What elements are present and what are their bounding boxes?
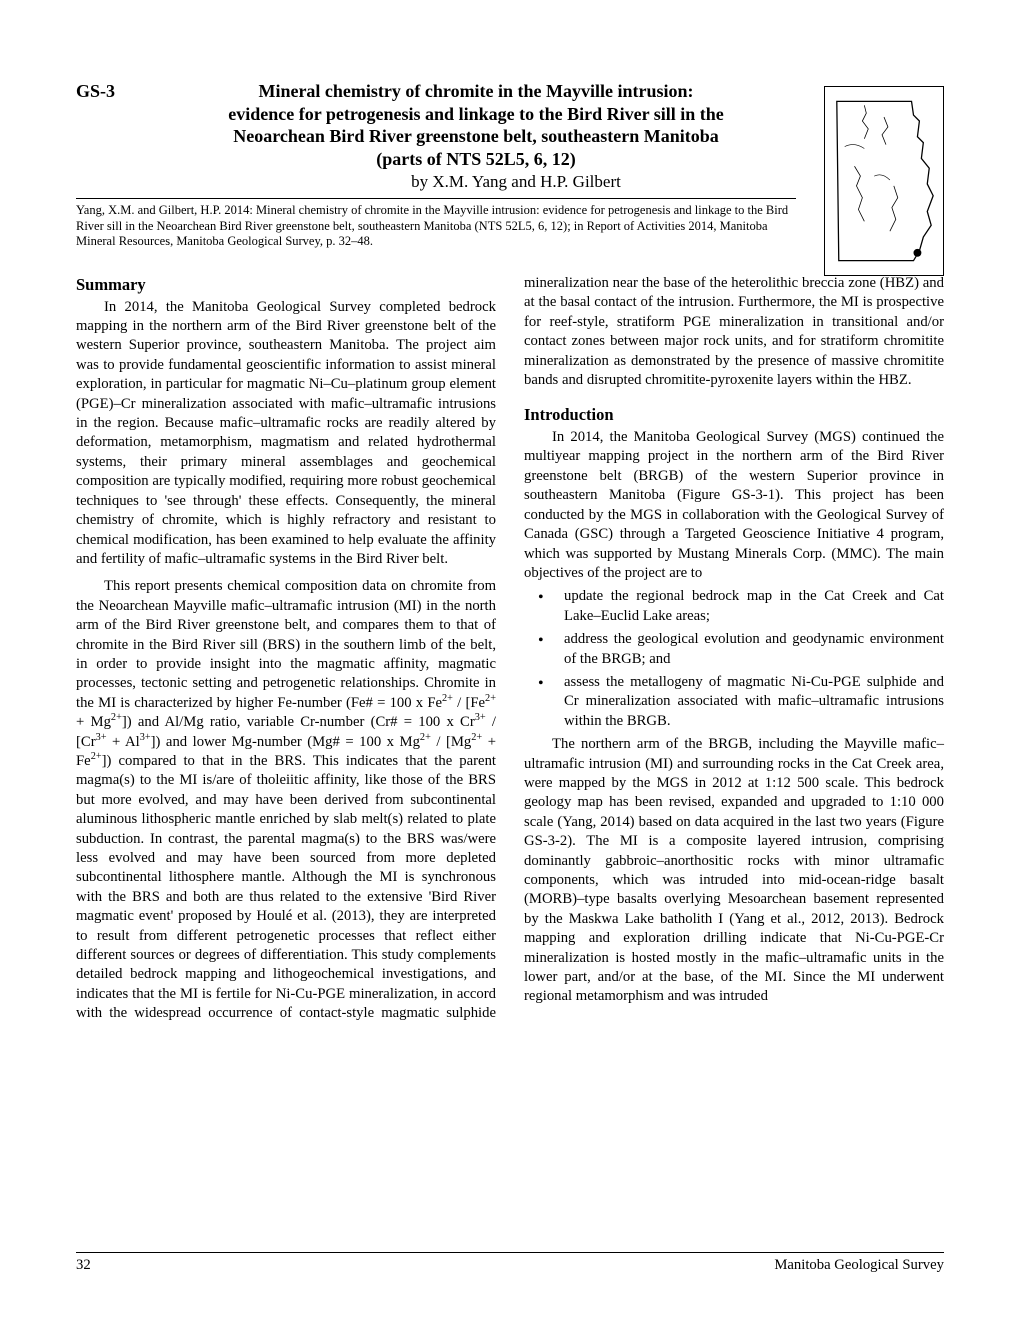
- authors: by X.M. Yang and H.P. Gilbert: [156, 172, 796, 192]
- intro-p1: In 2014, the Manitoba Geological Survey …: [524, 428, 944, 583]
- intro-heading: Introduction: [524, 404, 944, 426]
- footer-source: Manitoba Geological Survey: [774, 1257, 944, 1274]
- summary-p1: In 2014, the Manitoba Geological Survey …: [76, 298, 496, 570]
- manitoba-map-icon: [824, 86, 944, 276]
- body-content: Summary In 2014, the Manitoba Geological…: [76, 274, 944, 1024]
- page-number: 32: [76, 1257, 91, 1274]
- summary-heading: Summary: [76, 274, 496, 296]
- header-divider: [76, 198, 796, 199]
- intro-p2: The northern arm of the BRGB, including …: [524, 735, 944, 1007]
- intro-bullets: update the regional bedrock map in the C…: [524, 587, 944, 731]
- title-line-1: Mineral chemistry of chromite in the May…: [156, 80, 796, 103]
- title-line-4: (parts of NTS 52L5, 6, 12): [156, 148, 796, 171]
- gs-label: GS-3: [76, 81, 156, 102]
- footer: 32 Manitoba Geological Survey: [76, 1252, 944, 1274]
- bullet-3: assess the metallogeny of magmatic Ni-Cu…: [524, 673, 944, 731]
- bullet-2: address the geological evolution and geo…: [524, 630, 944, 669]
- title-line-3: Neoarchean Bird River greenstone belt, s…: [156, 125, 796, 148]
- title-line-2: evidence for petrogenesis and linkage to…: [156, 103, 796, 126]
- header-area: GS-3 Mineral chemistry of chromite in th…: [76, 80, 944, 250]
- bullet-1: update the regional bedrock map in the C…: [524, 587, 944, 626]
- citation: Yang, X.M. and Gilbert, H.P. 2014: Miner…: [76, 203, 796, 250]
- title-block: GS-3 Mineral chemistry of chromite in th…: [76, 80, 796, 192]
